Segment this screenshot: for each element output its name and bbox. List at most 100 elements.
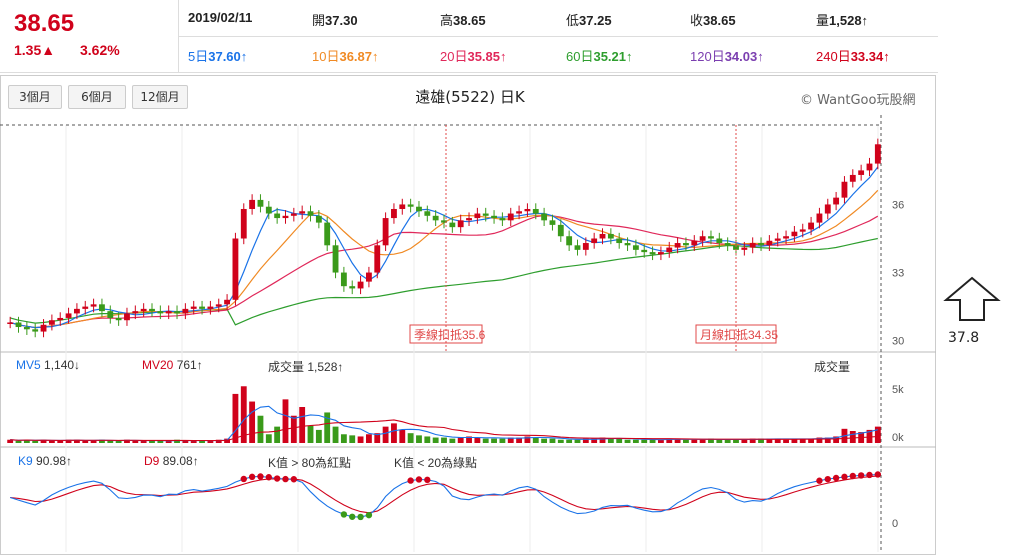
volume-bar <box>632 439 639 443</box>
quote-info-label: 量 <box>816 13 830 28</box>
volume-bar <box>849 431 856 443</box>
watermark: © WantGoo玩股網 <box>800 93 916 108</box>
volume-bar <box>532 437 539 443</box>
volume-bar <box>833 436 840 443</box>
range-button-3m[interactable]: 3個月 <box>8 85 62 109</box>
k-overbought-dot <box>407 477 414 484</box>
k-overbought-dot <box>874 471 882 478</box>
volume-bar <box>40 439 47 443</box>
candle-body <box>324 222 331 246</box>
volume-bar <box>340 434 347 443</box>
candle-body <box>474 213 481 219</box>
candle-body <box>157 311 164 314</box>
candle-body <box>73 308 80 314</box>
candle-body <box>599 233 606 239</box>
candle-body <box>99 304 105 312</box>
volume-label-right: 成交量 <box>814 360 851 374</box>
divider <box>178 36 938 37</box>
volume-bar <box>441 437 447 443</box>
ma-info-label: 20日 <box>440 49 468 64</box>
quote-info-5: 量1,528↑ <box>816 10 868 29</box>
candle-body <box>566 236 573 246</box>
k-overbought-dot <box>248 473 256 481</box>
quote-info-2: 高38.65 <box>440 10 486 29</box>
quote-box: 38.65 1.35▲ 3.62% <box>0 0 178 70</box>
price-axis-label: 33 <box>892 268 904 280</box>
k-overbought-dot <box>415 476 423 483</box>
volume-bar <box>107 440 114 443</box>
candle-body <box>524 208 531 212</box>
volume-bar <box>149 440 155 443</box>
ma-info-3: 60日35.21↑ <box>566 46 633 65</box>
volume-bar <box>73 439 80 443</box>
volume-bar <box>799 438 806 443</box>
volume-bar <box>15 440 22 443</box>
candle-body <box>374 245 381 273</box>
k-overbought-dot <box>265 474 272 481</box>
volume-bar <box>199 440 205 443</box>
volume-bar <box>683 439 689 443</box>
k-overbought-dot <box>282 475 289 483</box>
volume-bar <box>240 386 247 443</box>
mv5-value: 1,140↓ <box>44 358 81 372</box>
volume-bar <box>257 415 264 443</box>
k-overbought-dot <box>273 475 281 482</box>
candle-body <box>432 215 439 221</box>
k-line <box>10 473 878 518</box>
candle-body <box>382 218 389 246</box>
volume-bar <box>457 437 464 443</box>
candle-body <box>541 213 548 221</box>
candle-body <box>574 245 581 250</box>
candle-body <box>215 304 222 307</box>
volume-bar <box>65 439 72 443</box>
candle-body <box>708 236 714 239</box>
candle-body <box>799 229 806 232</box>
volume-bar <box>424 436 431 443</box>
candle-body <box>816 213 823 223</box>
volume-bar <box>716 439 723 443</box>
candle-body <box>507 213 514 221</box>
k-overbought-dot <box>824 475 831 483</box>
candle-body <box>849 174 856 182</box>
volume-bar <box>816 437 823 443</box>
mv5-label: MV5 1,140↓ <box>16 358 80 372</box>
candle-body <box>399 204 406 209</box>
volume-bar <box>549 438 556 443</box>
k-name: K9 <box>18 454 33 468</box>
volume-bar <box>724 439 731 443</box>
candle-body <box>416 206 422 212</box>
candle-body <box>40 324 47 332</box>
volume-bar <box>57 440 64 443</box>
d-label: D9 89.08↑ <box>144 454 199 468</box>
volume-bar <box>82 440 89 443</box>
quote-info-value: 1,528↑ <box>829 13 869 28</box>
volume-bar <box>290 415 297 443</box>
volume-bar <box>699 439 706 443</box>
season-line-annotation: 季線扣抵35.6 <box>414 327 486 342</box>
volume-label: 成交量 1,528↑ <box>268 360 344 374</box>
candle-body <box>766 240 773 246</box>
volume-bar <box>808 438 815 443</box>
range-button-12m[interactable]: 12個月 <box>132 85 188 109</box>
candle-body <box>32 329 39 332</box>
range-button-6m[interactable]: 6個月 <box>68 85 126 109</box>
mv20-line <box>10 419 878 442</box>
volume-bar <box>499 438 506 443</box>
candle-body <box>282 215 289 219</box>
candle-body <box>23 327 30 330</box>
candle-body <box>65 313 72 318</box>
quote-info-3: 低37.25 <box>566 10 612 29</box>
candle-body <box>332 245 339 273</box>
candle-body <box>824 204 831 214</box>
volume-bar <box>708 438 714 443</box>
candle-body <box>691 240 698 246</box>
k-oversold-dot <box>349 513 356 520</box>
volume-bar <box>432 437 439 443</box>
k-overbought-dot <box>816 477 823 484</box>
candle-body <box>858 170 865 175</box>
candle-body <box>391 208 397 219</box>
volume-bar <box>374 433 381 443</box>
volume-bar <box>541 438 548 443</box>
volume-bar <box>791 438 798 443</box>
k-oversold-dot <box>365 511 373 519</box>
